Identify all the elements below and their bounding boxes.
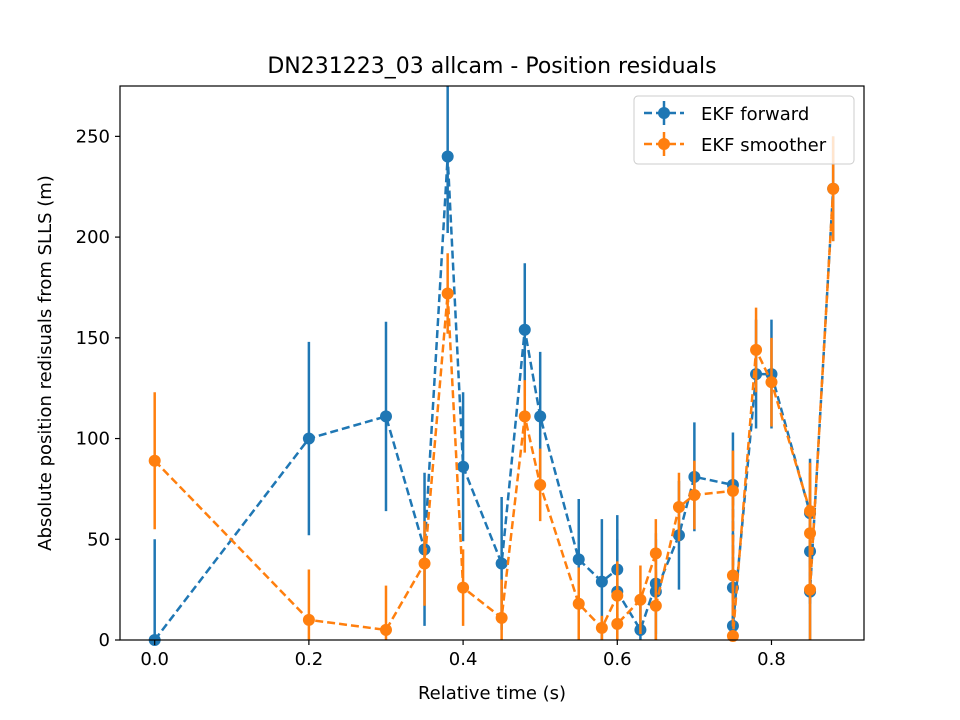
data-point-ekf-smoother-15: [649, 599, 662, 612]
data-point-ekf-smoother-9: [572, 597, 585, 610]
data-point-ekf-smoother-21: [750, 343, 763, 356]
data-point-ekf-smoother-6: [495, 611, 508, 624]
legend-label-ekf-smoother: EKF smoother: [701, 135, 827, 156]
legend-box: [633, 95, 855, 165]
data-point-ekf-smoother-17: [688, 488, 701, 501]
data-point-ekf-smoother-11: [611, 589, 624, 602]
legend-entries: EKF forward EKF smoother: [644, 101, 827, 156]
data-point-ekf-forward-9: [572, 553, 585, 566]
data-point-ekf-smoother-18: [726, 484, 739, 497]
data-point-ekf-smoother-13: [634, 593, 647, 606]
y-tick-label: 100: [76, 429, 110, 450]
data-point-ekf-forward-8: [534, 410, 547, 423]
legend-marker-ekf-smoother: [658, 138, 670, 150]
x-tick-label: 0.4: [449, 649, 478, 670]
ticks-layer: 0.0 0.2 0.4 0.6 0.8 0 50 100 150 200 250: [76, 126, 786, 670]
data-point-ekf-smoother-3: [418, 557, 431, 570]
data-point-ekf-smoother-5: [457, 581, 470, 594]
data-point-ekf-forward-7: [518, 323, 531, 336]
x-tick-label: 0.8: [757, 649, 786, 670]
data-point-ekf-smoother-14: [649, 547, 662, 560]
data-point-ekf-forward-4: [441, 150, 454, 163]
data-point-ekf-smoother-16: [672, 501, 685, 514]
data-point-ekf-smoother-0: [148, 454, 161, 467]
series-layer: [148, 86, 840, 646]
legend-entry-ekf-forward: EKF forward: [644, 101, 809, 125]
data-point-ekf-smoother-22: [765, 376, 778, 389]
data-point-ekf-smoother-4: [441, 287, 454, 300]
data-point-ekf-smoother-19: [726, 569, 739, 582]
x-tick-label: 0.2: [295, 649, 324, 670]
legend: EKF forward EKF smoother: [633, 95, 855, 165]
data-point-ekf-smoother-25: [804, 583, 817, 596]
data-point-ekf-smoother-7: [518, 410, 531, 423]
x-tick-label: 0.6: [603, 649, 632, 670]
y-tick-label: 200: [76, 227, 110, 248]
legend-label-ekf-forward: EKF forward: [701, 104, 809, 125]
data-point-ekf-smoother-8: [534, 478, 547, 491]
data-point-ekf-smoother-20: [726, 629, 739, 642]
chart-title: DN231223_03 allcam - Position residuals: [267, 54, 716, 79]
data-point-ekf-smoother-2: [379, 623, 392, 636]
legend-marker-ekf-forward: [658, 107, 670, 119]
plot-frame: [119, 85, 865, 641]
data-point-ekf-smoother-26: [827, 182, 840, 195]
data-point-ekf-forward-10: [595, 575, 608, 588]
data-point-ekf-forward-6: [495, 557, 508, 570]
x-tick-label: 0.0: [140, 649, 169, 670]
data-point-ekf-smoother-10: [595, 621, 608, 634]
legend-entry-ekf-smoother: EKF smoother: [644, 132, 827, 156]
y-tick-label: 150: [76, 328, 110, 349]
data-point-ekf-forward-2: [379, 410, 392, 423]
data-point-ekf-smoother-1: [302, 613, 315, 626]
x-axis-label: Relative time (s): [418, 683, 566, 704]
data-point-ekf-smoother-24: [804, 527, 817, 540]
series-ekf-smoother: [148, 136, 840, 642]
y-axis-label: Absolute position redisuals from SLLS (m…: [35, 175, 56, 551]
data-point-ekf-forward-1: [302, 432, 315, 445]
data-point-ekf-smoother-23: [804, 505, 817, 518]
y-tick-label: 250: [76, 126, 110, 147]
y-tick-label: 0: [99, 630, 110, 651]
data-point-ekf-forward-5: [457, 460, 470, 473]
y-tick-label: 50: [87, 529, 110, 550]
data-point-ekf-smoother-12: [611, 617, 624, 630]
